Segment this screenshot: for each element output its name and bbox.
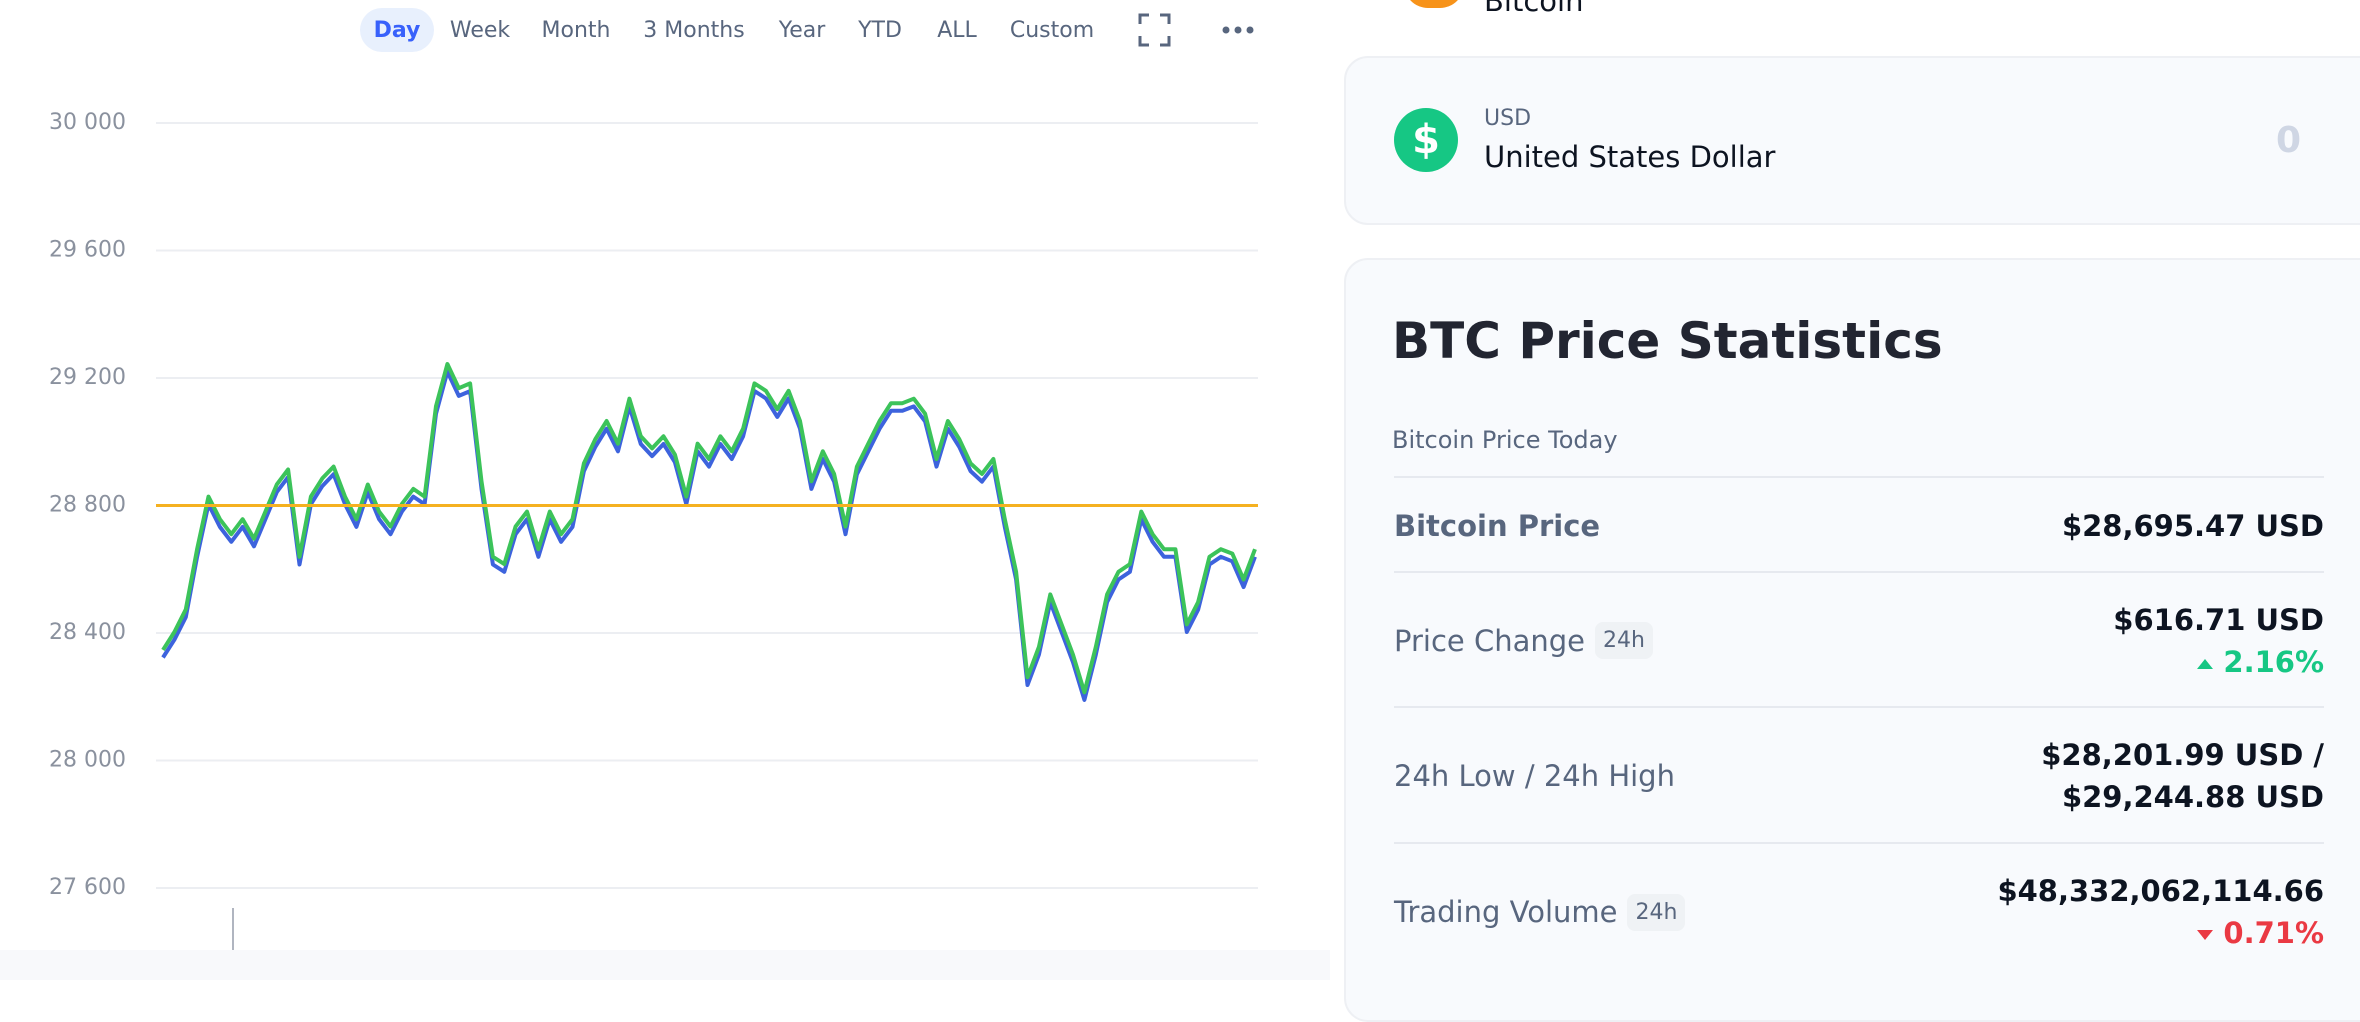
currency-code: USD bbox=[1484, 106, 1532, 131]
stat-label-wrap: Bitcoin Price bbox=[1394, 509, 1600, 543]
badge: 24h bbox=[1627, 893, 1686, 931]
change-value: 2.16% bbox=[2223, 644, 2324, 679]
stat-row: Bitcoin Price $28,695.47 USD bbox=[1394, 476, 2324, 573]
stat-change: 2.16% bbox=[2113, 641, 2324, 683]
stat-label-wrap: Trading Volume 24h bbox=[1394, 893, 1686, 931]
range-tab[interactable]: YTD bbox=[857, 18, 902, 43]
range-tab[interactable]: Month bbox=[542, 18, 611, 43]
range-tab[interactable]: Year bbox=[778, 18, 827, 43]
stat-value-wrap: $28,695.47 USD bbox=[2062, 505, 2324, 547]
stat-value-wrap: $616.71 USD 2.16% bbox=[2113, 599, 2324, 683]
currency-card: $ USD United States Dollar 0 bbox=[1344, 56, 2360, 225]
y-tick-label: 28 000 bbox=[49, 748, 126, 773]
stat-value: $28,695.47 USD bbox=[2061, 508, 2324, 543]
y-tick-label: 28 400 bbox=[49, 620, 126, 645]
stats-card: BTC Price Statistics Bitcoin Price Today… bbox=[1344, 258, 2360, 1022]
currency-icon: $ bbox=[1394, 108, 1458, 172]
stat-label-wrap: 24h Low / 24h High bbox=[1394, 759, 1675, 793]
trend-arrow bbox=[2197, 658, 2214, 669]
y-tick-label: 29 200 bbox=[49, 365, 126, 390]
stat-label-wrap: Price Change 24h bbox=[1394, 622, 1653, 659]
range-tab[interactable]: Custom bbox=[1010, 18, 1094, 43]
stat-value: $29,244.88 USD bbox=[2061, 780, 2324, 814]
range-tab[interactable]: Week bbox=[450, 18, 511, 43]
navigator bbox=[0, 950, 1330, 980]
stat-row: Price Change 24h $616.71 USD 2.16% bbox=[1394, 571, 2324, 708]
trend-arrow bbox=[2197, 930, 2214, 940]
stat-row: 24h Low / 24h High $28,201.99 USD / $29,24… bbox=[1394, 706, 2324, 844]
stat-label: 24h Low / 24h High bbox=[1394, 759, 1675, 793]
badge: 24h bbox=[1595, 622, 1653, 659]
stat-change: 0.71% bbox=[1997, 912, 2324, 954]
more-icon[interactable] bbox=[1222, 26, 1254, 34]
currency-amount[interactable]: 0 bbox=[2276, 120, 2302, 161]
asset-name: Bitcoin bbox=[1484, 0, 1584, 18]
stats-section: Bitcoin Price Today bbox=[1392, 426, 1618, 454]
stat-value: $48,332,062,114.66 bbox=[1997, 874, 2324, 908]
chart: Day Week Month 3 Months Year YTD ALL Custom 30 0… bbox=[0, 8, 1330, 980]
y-tick-label: 27 600 bbox=[49, 875, 126, 900]
stat-row: Trading Volume 24h $48,332,062,114.66 0.71% bbox=[1394, 842, 2324, 980]
fullscreen-icon[interactable] bbox=[1138, 13, 1171, 47]
stat-label: Price Change bbox=[1394, 623, 1585, 658]
y-tick-label: 30 000 bbox=[49, 110, 126, 135]
price-line bbox=[161, 362, 1257, 695]
active-tab-bg bbox=[360, 8, 434, 52]
stats-title: BTC Price Statistics bbox=[1392, 312, 1943, 370]
stat-label: Bitcoin Price bbox=[1394, 508, 1601, 543]
right-panel: Bitcoin $ USD United States Dollar 0 BTC… bbox=[1344, 0, 2360, 1022]
asset-icon bbox=[1404, 0, 1464, 8]
y-tick-label: 29 600 bbox=[49, 238, 126, 263]
stat-value-wrap: $48,332,062,114.66 0.71% bbox=[1997, 870, 2324, 954]
range-tab[interactable]: Day bbox=[374, 18, 421, 43]
range-tab[interactable]: 3 Months bbox=[643, 18, 744, 43]
range-tab[interactable]: ALL bbox=[937, 18, 977, 43]
stat-label: Trading Volume bbox=[1394, 895, 1618, 929]
price-line bbox=[161, 369, 1257, 702]
change-value: 0.71% bbox=[2223, 916, 2324, 950]
currency-name: United States Dollar bbox=[1484, 140, 1776, 174]
stat-value: $28,201.99 USD / bbox=[2041, 738, 2324, 772]
stat-value-wrap: $28,201.99 USD / $29,244.88 USD bbox=[2041, 734, 2324, 818]
y-tick-label: 28 800 bbox=[49, 493, 126, 518]
stat-value: $616.71 USD bbox=[2113, 602, 2324, 637]
